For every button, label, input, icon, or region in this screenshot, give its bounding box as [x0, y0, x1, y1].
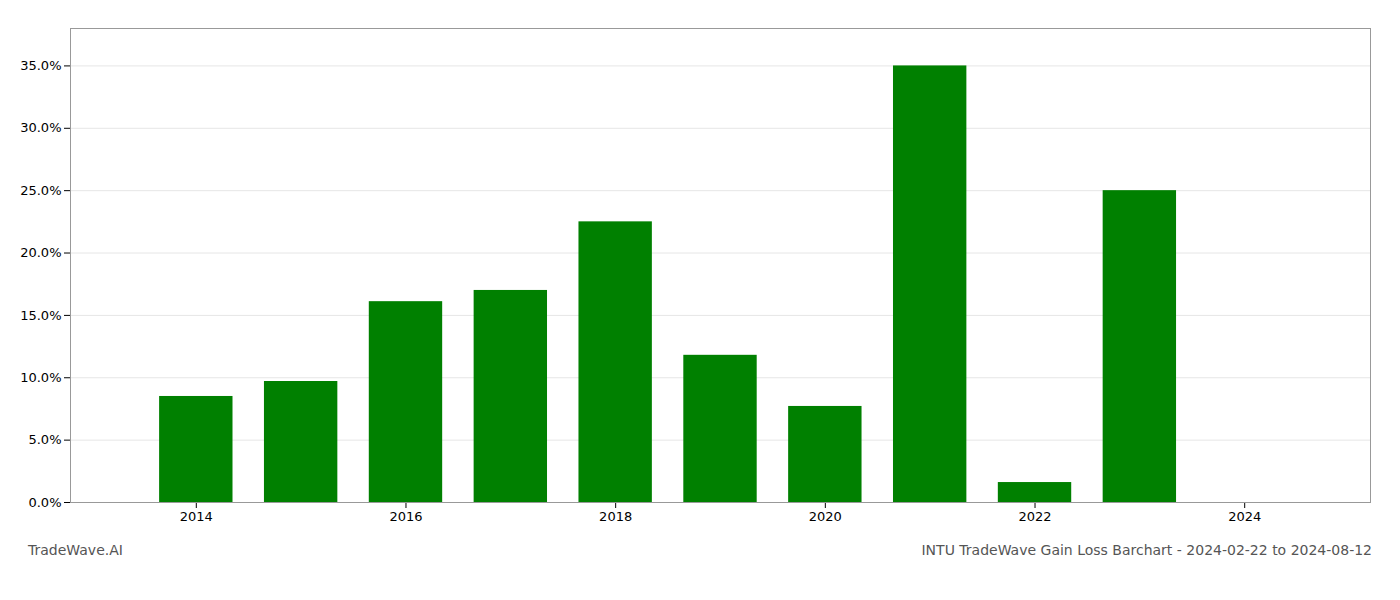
svg-text:2014: 2014 — [180, 509, 213, 524]
svg-text:2024: 2024 — [1228, 509, 1261, 524]
svg-text:0.0%: 0.0% — [28, 495, 61, 510]
html-text:TradeWave.AI: TradeWave.AI — [28, 542, 123, 558]
svg-text:2018: 2018 — [599, 509, 632, 524]
svg-text:2022: 2022 — [1018, 509, 1051, 524]
svg-text:10.0%: 10.0% — [20, 370, 61, 385]
svg-text:20.0%: 20.0% — [20, 245, 61, 260]
svg-text:15.0%: 15.0% — [20, 308, 61, 323]
html-text:INTU TradeWave Gain Loss Barch: INTU TradeWave Gain Loss Barchart - 2024… — [921, 542, 1372, 558]
svg-text:30.0%: 30.0% — [20, 120, 61, 135]
svg-text:5.0%: 5.0% — [28, 432, 61, 447]
svg-text:2020: 2020 — [809, 509, 842, 524]
svg-text:35.0%: 35.0% — [20, 58, 61, 73]
svg-text:25.0%: 25.0% — [20, 183, 61, 198]
svg-text:2016: 2016 — [389, 509, 422, 524]
